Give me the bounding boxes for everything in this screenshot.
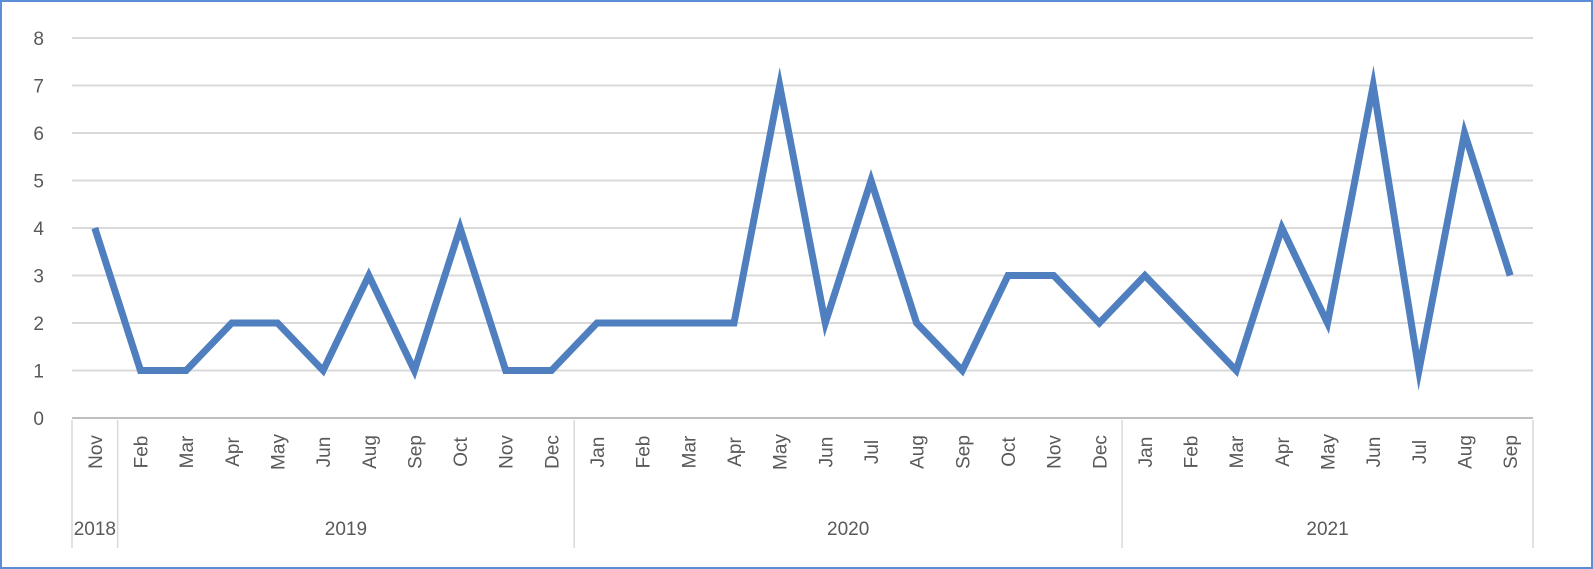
y-tick-label: 6 bbox=[33, 124, 44, 145]
y-tick-label: 5 bbox=[33, 172, 44, 193]
data-point bbox=[366, 273, 372, 279]
data-point bbox=[1096, 320, 1102, 326]
year-label: 2018 bbox=[74, 519, 116, 540]
x-axis: Nov Feb Mar Apr May Jun Aug Sep Oct Nov Dec Jan Feb M… bbox=[71, 420, 1534, 548]
x-tick-label: Nov bbox=[497, 435, 518, 469]
year-label: 2020 bbox=[827, 519, 869, 540]
x-tick-label: May bbox=[1319, 434, 1340, 470]
data-point bbox=[183, 368, 189, 374]
data-point bbox=[594, 320, 600, 326]
data-point bbox=[1507, 273, 1513, 279]
x-tick-label: Dec bbox=[1090, 435, 1111, 469]
x-tick-label: Aug bbox=[908, 435, 929, 469]
data-point bbox=[1142, 273, 1148, 279]
data-point bbox=[92, 225, 98, 231]
x-tick-label: Jan bbox=[588, 437, 609, 468]
y-tick-label: 8 bbox=[33, 29, 44, 50]
y-tick-label: 2 bbox=[33, 314, 44, 335]
x-tick-label: Dec bbox=[542, 435, 563, 469]
x-tick-label: Nov bbox=[1045, 435, 1066, 469]
data-point bbox=[959, 368, 965, 374]
data-point bbox=[1051, 273, 1057, 279]
gridlines bbox=[72, 37, 1533, 419]
x-tick-label: Oct bbox=[999, 437, 1020, 467]
y-tick-label: 7 bbox=[33, 77, 44, 98]
data-point bbox=[914, 320, 920, 326]
data-point bbox=[731, 320, 737, 326]
x-tick-label: Jun bbox=[1364, 437, 1385, 468]
data-point bbox=[548, 368, 554, 374]
x-tick-label: Aug bbox=[360, 435, 381, 469]
data-point bbox=[1462, 130, 1468, 136]
data-point bbox=[274, 320, 280, 326]
data-point bbox=[640, 320, 646, 326]
data-point bbox=[1416, 368, 1422, 374]
x-tick-label: Jul bbox=[862, 440, 883, 464]
data-point bbox=[457, 225, 463, 231]
x-tick-label: Feb bbox=[131, 436, 152, 469]
y-tick-label: 1 bbox=[33, 362, 44, 383]
data-point bbox=[320, 368, 326, 374]
x-tick-label: May bbox=[268, 434, 289, 470]
data-point bbox=[229, 320, 235, 326]
y-axis: 0 1 2 3 4 5 6 7 8 bbox=[33, 29, 44, 430]
x-tick-label: Mar bbox=[1227, 435, 1248, 468]
data-point bbox=[137, 368, 143, 374]
data-point bbox=[1233, 368, 1239, 374]
data-point bbox=[1188, 320, 1194, 326]
data-point bbox=[503, 368, 509, 374]
data-point bbox=[411, 368, 417, 374]
x-tick-label: Apr bbox=[1273, 437, 1294, 467]
x-tick-label: Jun bbox=[816, 437, 837, 468]
year-label: 2019 bbox=[325, 519, 367, 540]
x-tick-label: Feb bbox=[634, 436, 655, 469]
x-tick-label: Jan bbox=[1136, 437, 1157, 468]
x-tick-label: Sep bbox=[953, 435, 974, 469]
data-point bbox=[685, 320, 691, 326]
y-tick-label: 4 bbox=[33, 219, 44, 240]
y-tick-label: 3 bbox=[33, 267, 44, 288]
x-tick-label: Nov bbox=[86, 435, 107, 469]
data-point bbox=[1279, 225, 1285, 231]
x-tick-label: Sep bbox=[405, 435, 426, 469]
y-tick-label: 0 bbox=[33, 409, 44, 430]
data-point bbox=[868, 178, 874, 184]
x-tick-label: Mar bbox=[679, 435, 700, 468]
x-tick-label: May bbox=[771, 434, 792, 470]
x-tick-label: Aug bbox=[1456, 435, 1477, 469]
x-tick-label: Jun bbox=[314, 437, 335, 468]
series-layer bbox=[91, 65, 1514, 391]
data-point bbox=[1005, 273, 1011, 279]
x-tick-label: Apr bbox=[223, 437, 244, 467]
year-label: 2021 bbox=[1306, 519, 1348, 540]
data-point bbox=[777, 83, 783, 89]
data-point bbox=[1325, 320, 1331, 326]
series-line bbox=[91, 65, 1514, 391]
x-tick-label: Apr bbox=[725, 437, 746, 467]
x-tick-label: Jul bbox=[1410, 440, 1431, 464]
data-point bbox=[1370, 83, 1376, 89]
x-tick-label: Mar bbox=[177, 435, 198, 468]
data-point bbox=[822, 320, 828, 326]
x-tick-label: Sep bbox=[1501, 435, 1522, 469]
x-tick-label: Oct bbox=[451, 437, 472, 467]
x-tick-label: Feb bbox=[1182, 436, 1203, 469]
